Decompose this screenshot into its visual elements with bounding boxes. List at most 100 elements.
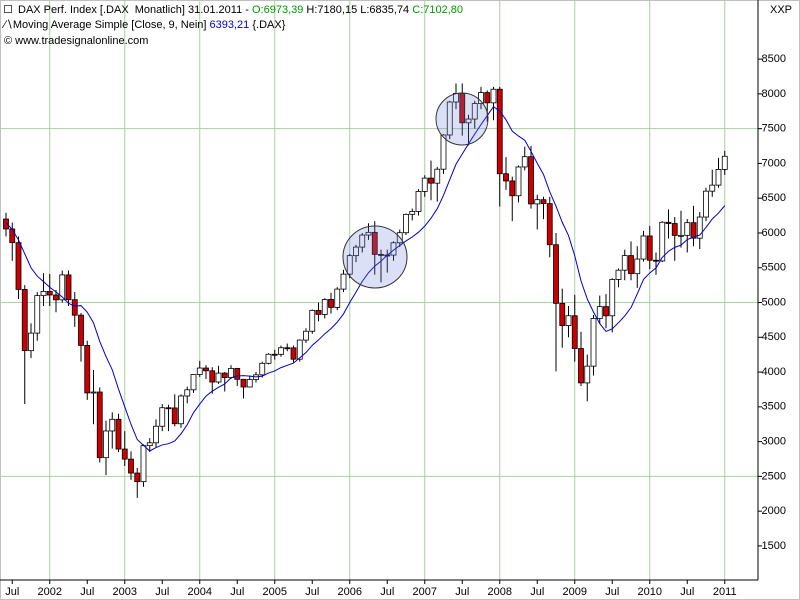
highlight-circle (342, 225, 408, 289)
candle-body (559, 302, 566, 326)
candle-body (284, 347, 291, 350)
icon (4, 5, 12, 13)
y-tick-label: 7500 (762, 123, 786, 135)
candle-body (165, 407, 172, 410)
x-tick-label: Jul (80, 586, 94, 598)
y-tick-label: 6500 (762, 192, 786, 204)
candle-body (628, 255, 634, 275)
candle-body (515, 166, 522, 197)
candle-body (640, 235, 647, 260)
candle-body (434, 168, 441, 184)
x-tick-label: 2011 (713, 586, 737, 598)
candle-body (228, 368, 234, 378)
candle-body (409, 211, 416, 215)
x-tick-label: 2005 (263, 586, 287, 598)
candle-body (290, 347, 297, 360)
high-low-value: H:7180,15 L:6835,74 (306, 4, 410, 16)
y-tick-label: 2500 (762, 470, 786, 482)
candle-body (553, 244, 559, 304)
close-value: C:7102,80 (412, 4, 464, 16)
candle-body (721, 155, 728, 170)
candle-body (621, 255, 628, 271)
candle-body (171, 407, 178, 425)
candle-body (90, 391, 97, 394)
instrument: DAX Perf. Index [.DAX Monatlich] 31.01.2… (18, 4, 249, 16)
candle-body (359, 234, 366, 248)
candle-body (115, 418, 122, 450)
candle-body (240, 378, 247, 388)
candle-body (259, 362, 266, 376)
candle-body (546, 203, 553, 246)
highlight-circle (435, 92, 489, 146)
x-tick-label: Jul (380, 586, 394, 598)
x-tick-label: 2003 (113, 586, 137, 598)
candle-body (653, 259, 659, 262)
candle-body (278, 347, 284, 355)
candle-body (378, 253, 384, 256)
candle-body (465, 118, 472, 124)
y-tick-label: 3000 (762, 436, 786, 448)
candle-body (153, 425, 159, 444)
candle-body (584, 365, 591, 384)
candle-body (3, 218, 9, 230)
candle-body (609, 279, 616, 317)
candle-body (140, 445, 147, 483)
indicator-line: ∕∖Moving Average Simple [Close, 9, Nein]… (4, 18, 285, 32)
candle-body (365, 231, 372, 236)
header-line: DAX Perf. Index [.DAX Monatlich] 31.01.2… (18, 3, 463, 17)
x-tick-label: Jul (605, 586, 619, 598)
candle-body (303, 330, 309, 341)
candle-body (603, 306, 609, 317)
x-tick-label: Jul (680, 586, 694, 598)
candle-body (21, 289, 28, 352)
candle-body (128, 458, 134, 474)
open-value: O:6973,39 (251, 4, 304, 16)
candle-body (203, 367, 209, 372)
candle-body (340, 273, 347, 290)
candle-body (478, 92, 484, 104)
candle-body (571, 315, 578, 349)
candle-body (428, 177, 434, 184)
candle-body (715, 169, 722, 186)
candle-body (671, 223, 678, 236)
x-tick-label: Jul (455, 586, 469, 598)
candle-body (503, 173, 509, 182)
candle-body (415, 191, 422, 212)
y-tick-label: 2000 (762, 505, 786, 517)
candle-body (646, 235, 653, 261)
candle-body (103, 430, 109, 459)
candle-body (403, 213, 409, 234)
candle-body (371, 231, 378, 255)
x-tick-label: 2006 (338, 586, 362, 598)
candle-body (471, 103, 478, 120)
candle-body (703, 190, 709, 218)
candle-body (540, 199, 547, 205)
candle-body (521, 156, 528, 168)
indicator-name: Moving Average Simple [Close, 9, Nein] (12, 19, 207, 31)
candle-body (78, 314, 84, 346)
candle-body (215, 372, 222, 383)
x-tick-label: 2009 (563, 586, 587, 598)
x-tick-label: 2008 (488, 586, 512, 598)
x-tick-label: 2010 (638, 586, 662, 598)
candle-body (696, 216, 703, 239)
candle-body (178, 395, 184, 425)
candle-body (309, 309, 316, 332)
candle-body (596, 306, 603, 319)
candle-body (96, 391, 103, 459)
candle-body (121, 448, 128, 460)
unit-label: XXP (770, 4, 792, 16)
x-tick-label: Jul (530, 586, 544, 598)
y-tick-label: 4500 (762, 331, 786, 343)
candle-body (84, 345, 91, 394)
candle-body (71, 299, 78, 316)
candle-body (196, 367, 203, 375)
candle-body (509, 180, 516, 197)
candle-body (28, 332, 34, 352)
candle-body (146, 442, 153, 447)
candle-body (421, 177, 428, 192)
candle-body (159, 407, 166, 427)
indicator-symbol: {.DAX} (252, 19, 286, 31)
